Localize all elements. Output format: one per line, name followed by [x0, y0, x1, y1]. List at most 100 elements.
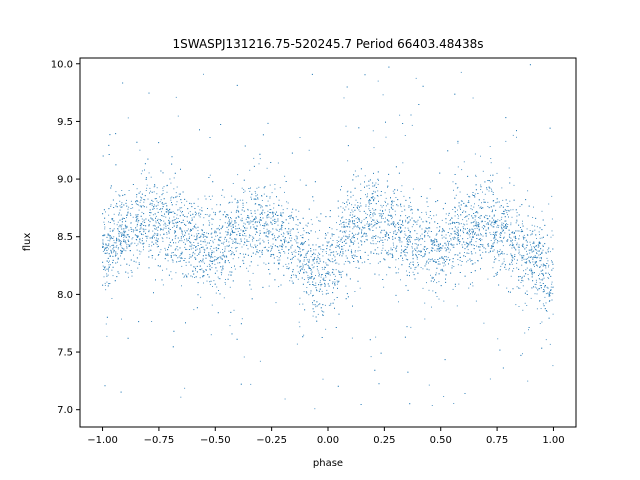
- data-point: [273, 207, 275, 209]
- data-point: [371, 226, 373, 228]
- data-point: [202, 224, 204, 226]
- data-point: [115, 253, 117, 255]
- data-point: [107, 248, 109, 250]
- data-point: [425, 263, 427, 265]
- data-point: [471, 215, 473, 217]
- data-point: [516, 286, 518, 288]
- data-point: [514, 258, 515, 260]
- data-point: [388, 224, 390, 226]
- data-point: [108, 214, 110, 216]
- data-point: [357, 261, 359, 263]
- data-point: [441, 247, 443, 249]
- data-point: [370, 223, 372, 225]
- data-point: [526, 244, 528, 246]
- data-point: [141, 170, 143, 172]
- data-point: [306, 272, 308, 274]
- data-point: [431, 218, 432, 220]
- data-point: [488, 180, 490, 182]
- data-point: [310, 276, 312, 278]
- data-point: [139, 205, 141, 207]
- data-point: [488, 186, 490, 188]
- data-point: [325, 251, 327, 253]
- data-point: [194, 208, 196, 209]
- data-point: [110, 264, 111, 266]
- data-point: [252, 252, 254, 254]
- data-point: [482, 191, 483, 193]
- data-point: [318, 272, 320, 274]
- data-point: [249, 234, 250, 236]
- data-point: [144, 195, 146, 197]
- data-point: [251, 198, 252, 200]
- data-point: [345, 242, 347, 244]
- data-point: [103, 276, 105, 278]
- data-point: [335, 262, 337, 264]
- data-point: [549, 291, 551, 293]
- data-point: [208, 252, 210, 254]
- data-point: [365, 239, 367, 241]
- data-point: [402, 162, 404, 164]
- data-point: [442, 228, 444, 230]
- data-point: [138, 241, 140, 243]
- data-point: [380, 239, 382, 241]
- data-point: [379, 221, 381, 223]
- data-point: [123, 230, 125, 232]
- data-point: [189, 211, 191, 213]
- data-point: [180, 253, 182, 255]
- data-point: [112, 230, 114, 232]
- data-point: [322, 315, 324, 316]
- data-point: [369, 229, 371, 231]
- data-point: [117, 247, 119, 249]
- data-point: [325, 275, 326, 276]
- data-point: [272, 233, 274, 235]
- data-point: [538, 231, 540, 233]
- data-point: [290, 216, 292, 218]
- data-point: [111, 298, 113, 299]
- data-point: [334, 256, 336, 258]
- data-point: [542, 278, 544, 280]
- data-point: [206, 254, 208, 256]
- data-point: [223, 243, 224, 245]
- data-point: [286, 268, 288, 269]
- data-point: [178, 209, 180, 211]
- data-point: [367, 221, 368, 223]
- data-point: [103, 209, 105, 211]
- data-point: [196, 238, 198, 240]
- data-point: [405, 221, 407, 223]
- data-point: [531, 251, 533, 253]
- data-point: [293, 251, 295, 253]
- data-point: [444, 202, 446, 204]
- data-point: [107, 234, 109, 236]
- data-point: [285, 240, 287, 242]
- data-point: [474, 224, 476, 226]
- data-point: [324, 280, 326, 281]
- data-point: [199, 209, 201, 211]
- data-point: [302, 265, 304, 267]
- data-point: [322, 255, 324, 257]
- data-point: [494, 259, 495, 261]
- data-point: [173, 254, 175, 256]
- data-point: [255, 228, 257, 230]
- data-point: [382, 247, 384, 249]
- data-point: [468, 287, 470, 289]
- data-point: [452, 181, 454, 183]
- data-point: [243, 222, 245, 224]
- data-point: [112, 259, 114, 261]
- data-point: [191, 255, 193, 257]
- data-point: [477, 246, 479, 248]
- data-point: [450, 238, 452, 239]
- data-point: [460, 204, 462, 206]
- data-point: [399, 114, 401, 116]
- data-point: [398, 258, 399, 260]
- data-point: [281, 229, 283, 231]
- data-point: [193, 309, 195, 311]
- data-point: [334, 275, 336, 277]
- data-point: [530, 249, 531, 251]
- data-point: [526, 239, 527, 241]
- data-point: [454, 215, 456, 217]
- data-point: [359, 287, 361, 289]
- data-point: [543, 264, 545, 266]
- data-point: [291, 237, 293, 239]
- data-point: [328, 273, 330, 275]
- data-point: [322, 249, 324, 250]
- data-point: [365, 235, 367, 237]
